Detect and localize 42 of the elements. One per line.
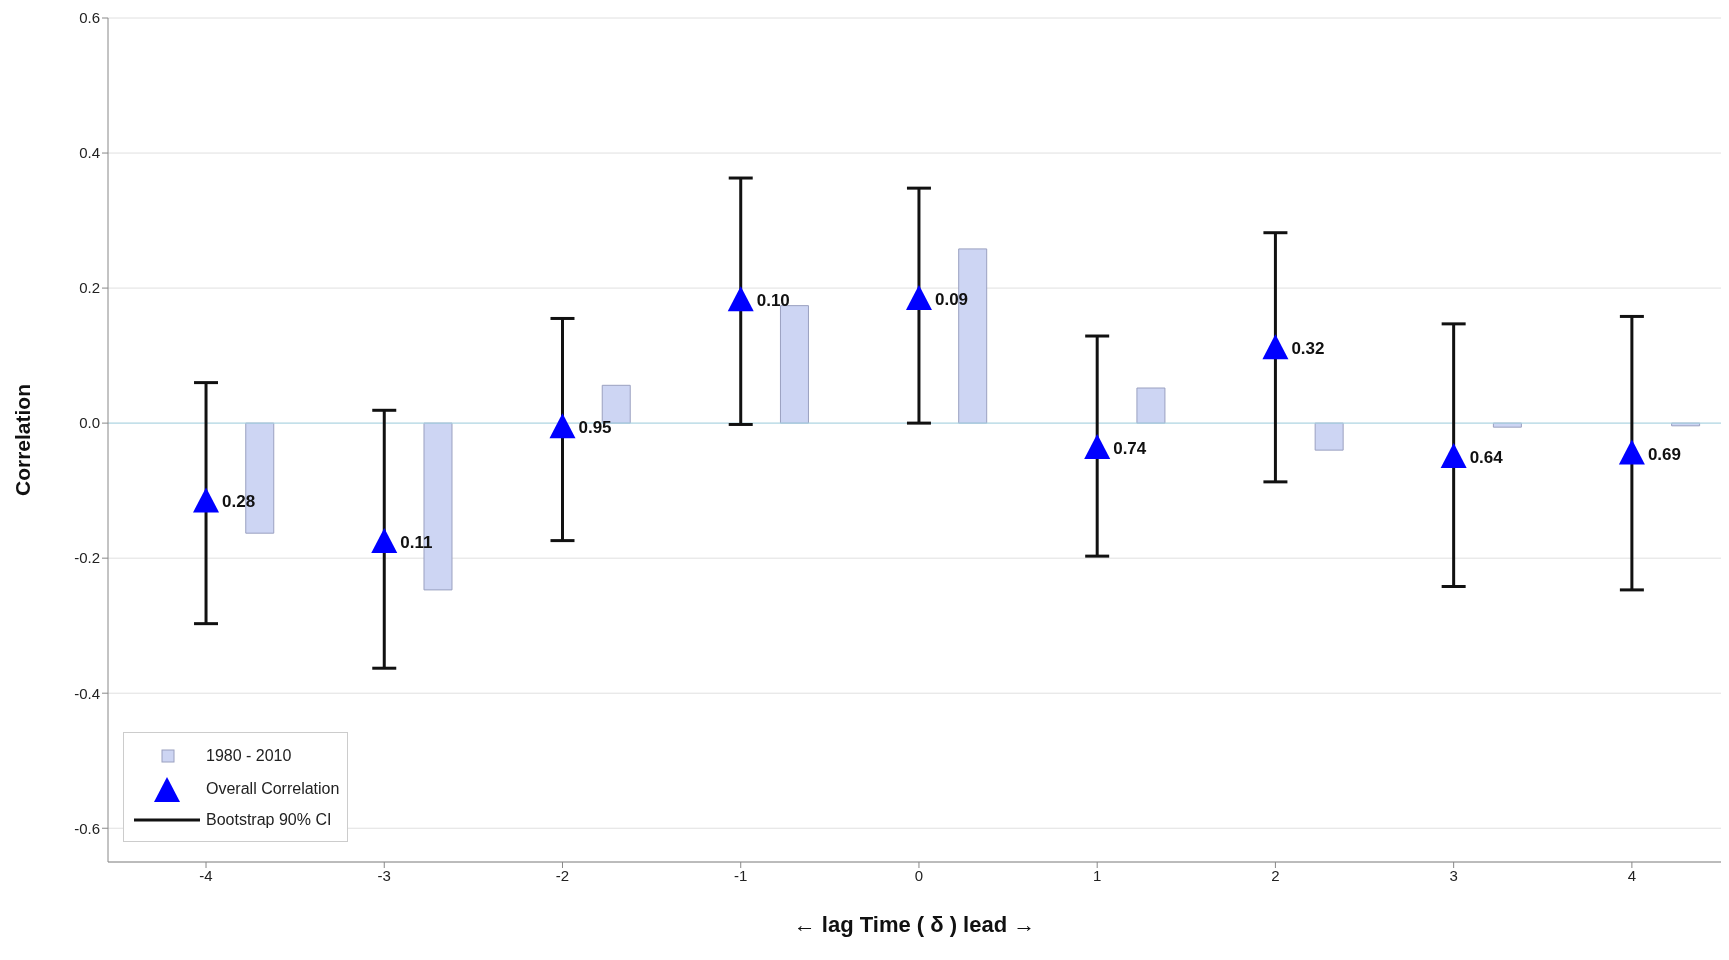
legend-label: Overall Correlation	[206, 779, 340, 798]
point	[905, 284, 932, 310]
annotation: 0.69	[1647, 444, 1681, 464]
y-tick-label: -0.4	[74, 684, 100, 702]
point	[549, 413, 576, 439]
x-tick-label: -4	[199, 866, 213, 884]
x-axis-title: ← lag Time ( δ ) lead →	[793, 912, 1036, 937]
x-tick-label: -2	[555, 866, 570, 884]
x-tick-label: 0	[914, 866, 924, 884]
x-tick-label: 2	[1271, 866, 1280, 884]
point	[193, 487, 220, 513]
y-tick-label: 0.0	[79, 414, 100, 432]
y-tick-label: 0.4	[79, 144, 100, 162]
y-axis-title: Correlation	[11, 383, 35, 497]
point	[1440, 442, 1467, 468]
x-tick-label: -3	[377, 866, 391, 884]
annotation: 0.09	[934, 289, 969, 309]
bar	[779, 305, 809, 424]
y-tick-label: -0.6	[74, 819, 100, 837]
point	[1084, 434, 1111, 460]
point	[727, 286, 754, 312]
annotation: 0.64	[1469, 447, 1504, 467]
point	[1618, 439, 1645, 465]
x-tick-label: 3	[1449, 866, 1458, 884]
annotation: 0.95	[578, 418, 612, 438]
annotation: 0.74	[1113, 439, 1147, 459]
x-tick-label: 4	[1627, 866, 1637, 884]
point	[1262, 334, 1289, 360]
y-tick-label: -0.2	[74, 549, 100, 567]
y-tick-label: 0.2	[79, 279, 100, 297]
bar	[1314, 422, 1344, 451]
annotation: 0.32	[1291, 339, 1325, 359]
annotation: 0.11	[400, 532, 433, 552]
annotation: 0.10	[756, 291, 790, 311]
bar	[1136, 387, 1166, 424]
point	[371, 527, 398, 553]
x-tick-label: -1	[734, 866, 748, 884]
legend-label: 1980 - 2010	[206, 746, 292, 765]
annotation: 0.28	[222, 492, 256, 512]
annotation: Bootstrap 90% CI	[206, 811, 332, 829]
y-tick-label: 0.6	[79, 9, 100, 27]
x-tick-label: 1	[1093, 866, 1102, 884]
